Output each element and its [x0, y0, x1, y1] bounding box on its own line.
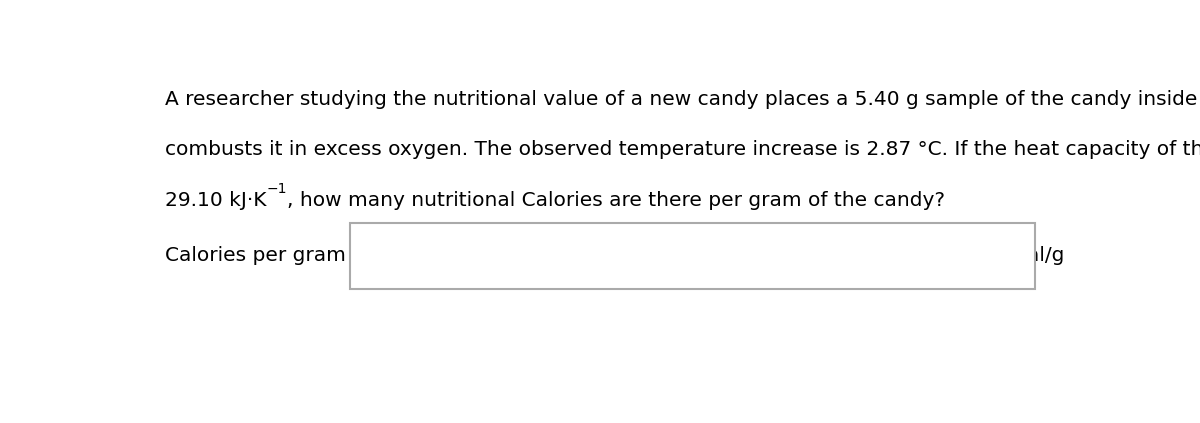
- Text: , how many nutritional Calories are there per gram of the candy?: , how many nutritional Calories are ther…: [287, 191, 944, 210]
- Text: Calories per gram of candy:: Calories per gram of candy:: [164, 247, 444, 266]
- FancyBboxPatch shape: [350, 223, 1036, 288]
- Text: −1: −1: [266, 182, 287, 196]
- Text: A researcher studying the nutritional value of a new candy places a 5.40 g sampl: A researcher studying the nutritional va…: [164, 90, 1200, 109]
- Text: 29.10 kJ·K: 29.10 kJ·K: [164, 191, 266, 210]
- Text: combusts it in excess oxygen. The observed temperature increase is 2.87 °C. If t: combusts it in excess oxygen. The observ…: [164, 140, 1200, 159]
- Text: Cal/g: Cal/g: [1014, 247, 1066, 266]
